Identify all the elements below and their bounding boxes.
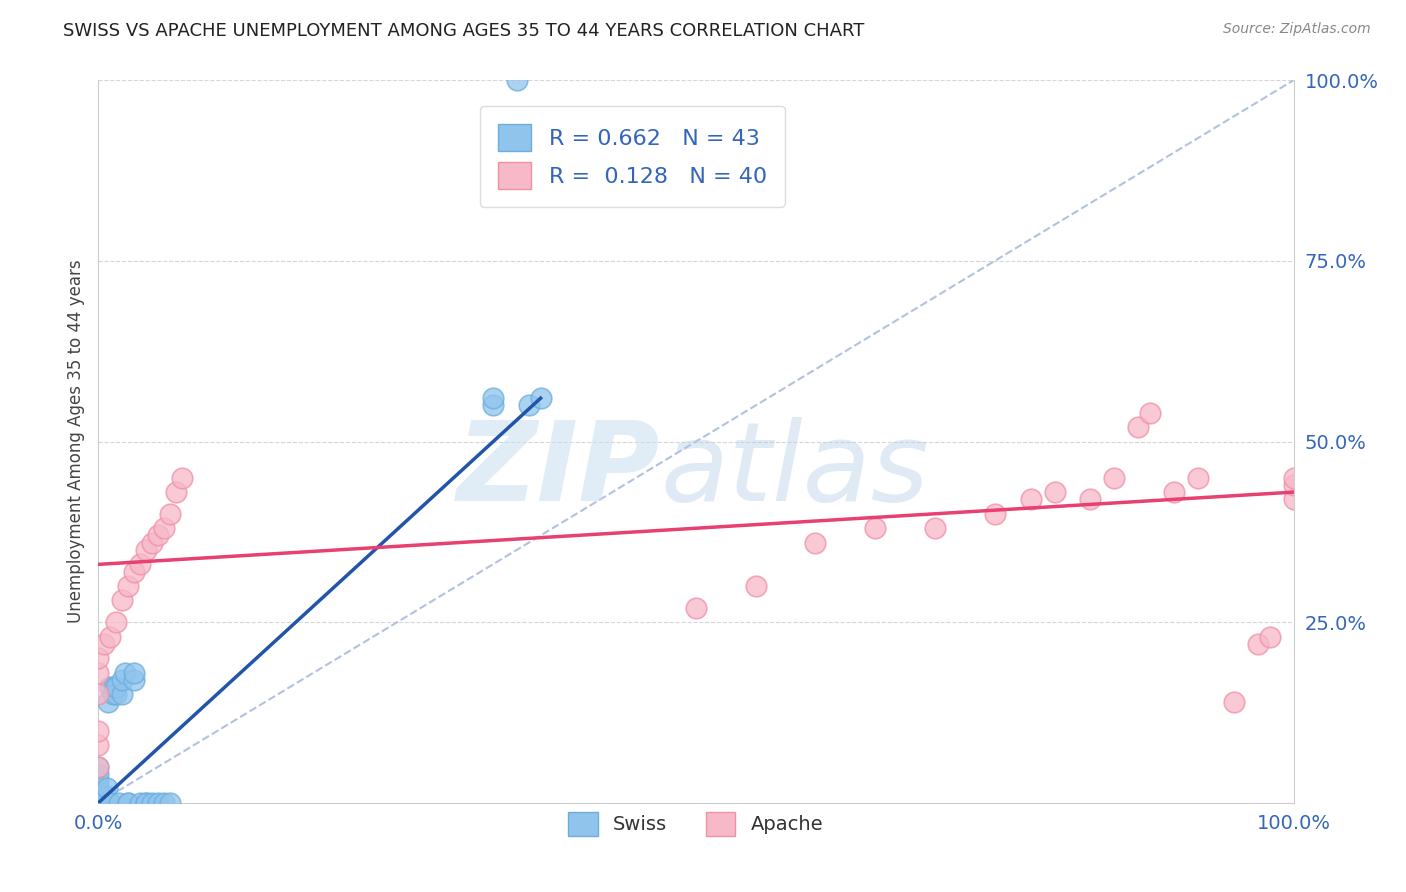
Point (1247, 637, 1270, 651)
Point (135, 796, 157, 810)
Point (87, 760, 110, 774)
Point (172, 470, 194, 484)
Point (141, 535, 163, 549)
Point (87, 687, 110, 701)
Text: Source: ZipAtlas.com: Source: ZipAtlas.com (1223, 22, 1371, 37)
Point (87, 796, 110, 810)
Point (1258, 630, 1281, 644)
Point (517, 398, 540, 412)
Point (105, 680, 128, 694)
Point (745, 579, 768, 593)
Point (93, 796, 115, 810)
Point (1187, 470, 1209, 484)
Point (97, 695, 120, 709)
Point (87, 723, 110, 738)
Point (1163, 485, 1185, 500)
Point (129, 558, 152, 572)
Point (94, 789, 117, 803)
Point (1128, 420, 1150, 434)
Point (1019, 492, 1042, 507)
Point (141, 796, 163, 810)
Point (1282, 470, 1305, 484)
Point (804, 535, 827, 549)
Point (153, 796, 176, 810)
Point (124, 565, 146, 579)
Point (117, 579, 139, 593)
Point (481, 391, 505, 405)
Point (135, 542, 157, 557)
Point (98, 796, 122, 810)
Point (87, 789, 110, 803)
Point (494, 145, 516, 160)
Text: ZIP: ZIP (457, 417, 661, 524)
Point (1223, 695, 1246, 709)
Point (98, 680, 122, 694)
Point (124, 665, 146, 680)
Point (159, 507, 181, 521)
Point (98, 796, 122, 810)
Point (117, 796, 139, 810)
Point (91, 796, 114, 810)
Point (1282, 478, 1305, 492)
Point (1104, 470, 1126, 484)
Point (159, 796, 181, 810)
Point (1282, 492, 1305, 507)
Point (105, 687, 128, 701)
Point (96, 781, 118, 796)
Point (87, 767, 110, 781)
Point (87, 738, 110, 752)
Point (87, 789, 110, 803)
Y-axis label: Unemployment Among Ages 35 to 44 years: Unemployment Among Ages 35 to 44 years (66, 260, 84, 624)
Point (114, 665, 136, 680)
Point (111, 593, 134, 607)
Point (87, 781, 110, 796)
Point (87, 774, 110, 789)
Point (103, 680, 125, 694)
Point (685, 600, 707, 615)
Point (107, 796, 129, 810)
Point (1043, 485, 1066, 500)
Point (98, 630, 122, 644)
Point (165, 485, 187, 500)
Point (1080, 492, 1102, 507)
Text: atlas: atlas (661, 417, 929, 524)
Point (87, 796, 110, 810)
Point (111, 687, 134, 701)
Point (93, 637, 115, 651)
Point (506, 73, 529, 87)
Point (1139, 406, 1161, 420)
Point (101, 687, 124, 701)
Point (153, 521, 176, 535)
Point (984, 507, 1007, 521)
Point (87, 789, 110, 803)
Point (148, 796, 170, 810)
Legend: Swiss, Apache: Swiss, Apache (561, 805, 831, 844)
Point (530, 391, 553, 405)
Text: SWISS VS APACHE UNEMPLOYMENT AMONG AGES 35 TO 44 YEARS CORRELATION CHART: SWISS VS APACHE UNEMPLOYMENT AMONG AGES … (63, 22, 865, 40)
Point (87, 760, 110, 774)
Point (105, 615, 128, 630)
Point (87, 651, 110, 665)
Point (111, 673, 134, 687)
Point (87, 781, 110, 796)
Point (135, 796, 157, 810)
Point (481, 398, 505, 412)
Point (924, 521, 946, 535)
Point (124, 673, 146, 687)
Point (87, 665, 110, 680)
Point (865, 521, 887, 535)
Point (117, 796, 139, 810)
Point (148, 528, 170, 542)
Point (129, 796, 152, 810)
